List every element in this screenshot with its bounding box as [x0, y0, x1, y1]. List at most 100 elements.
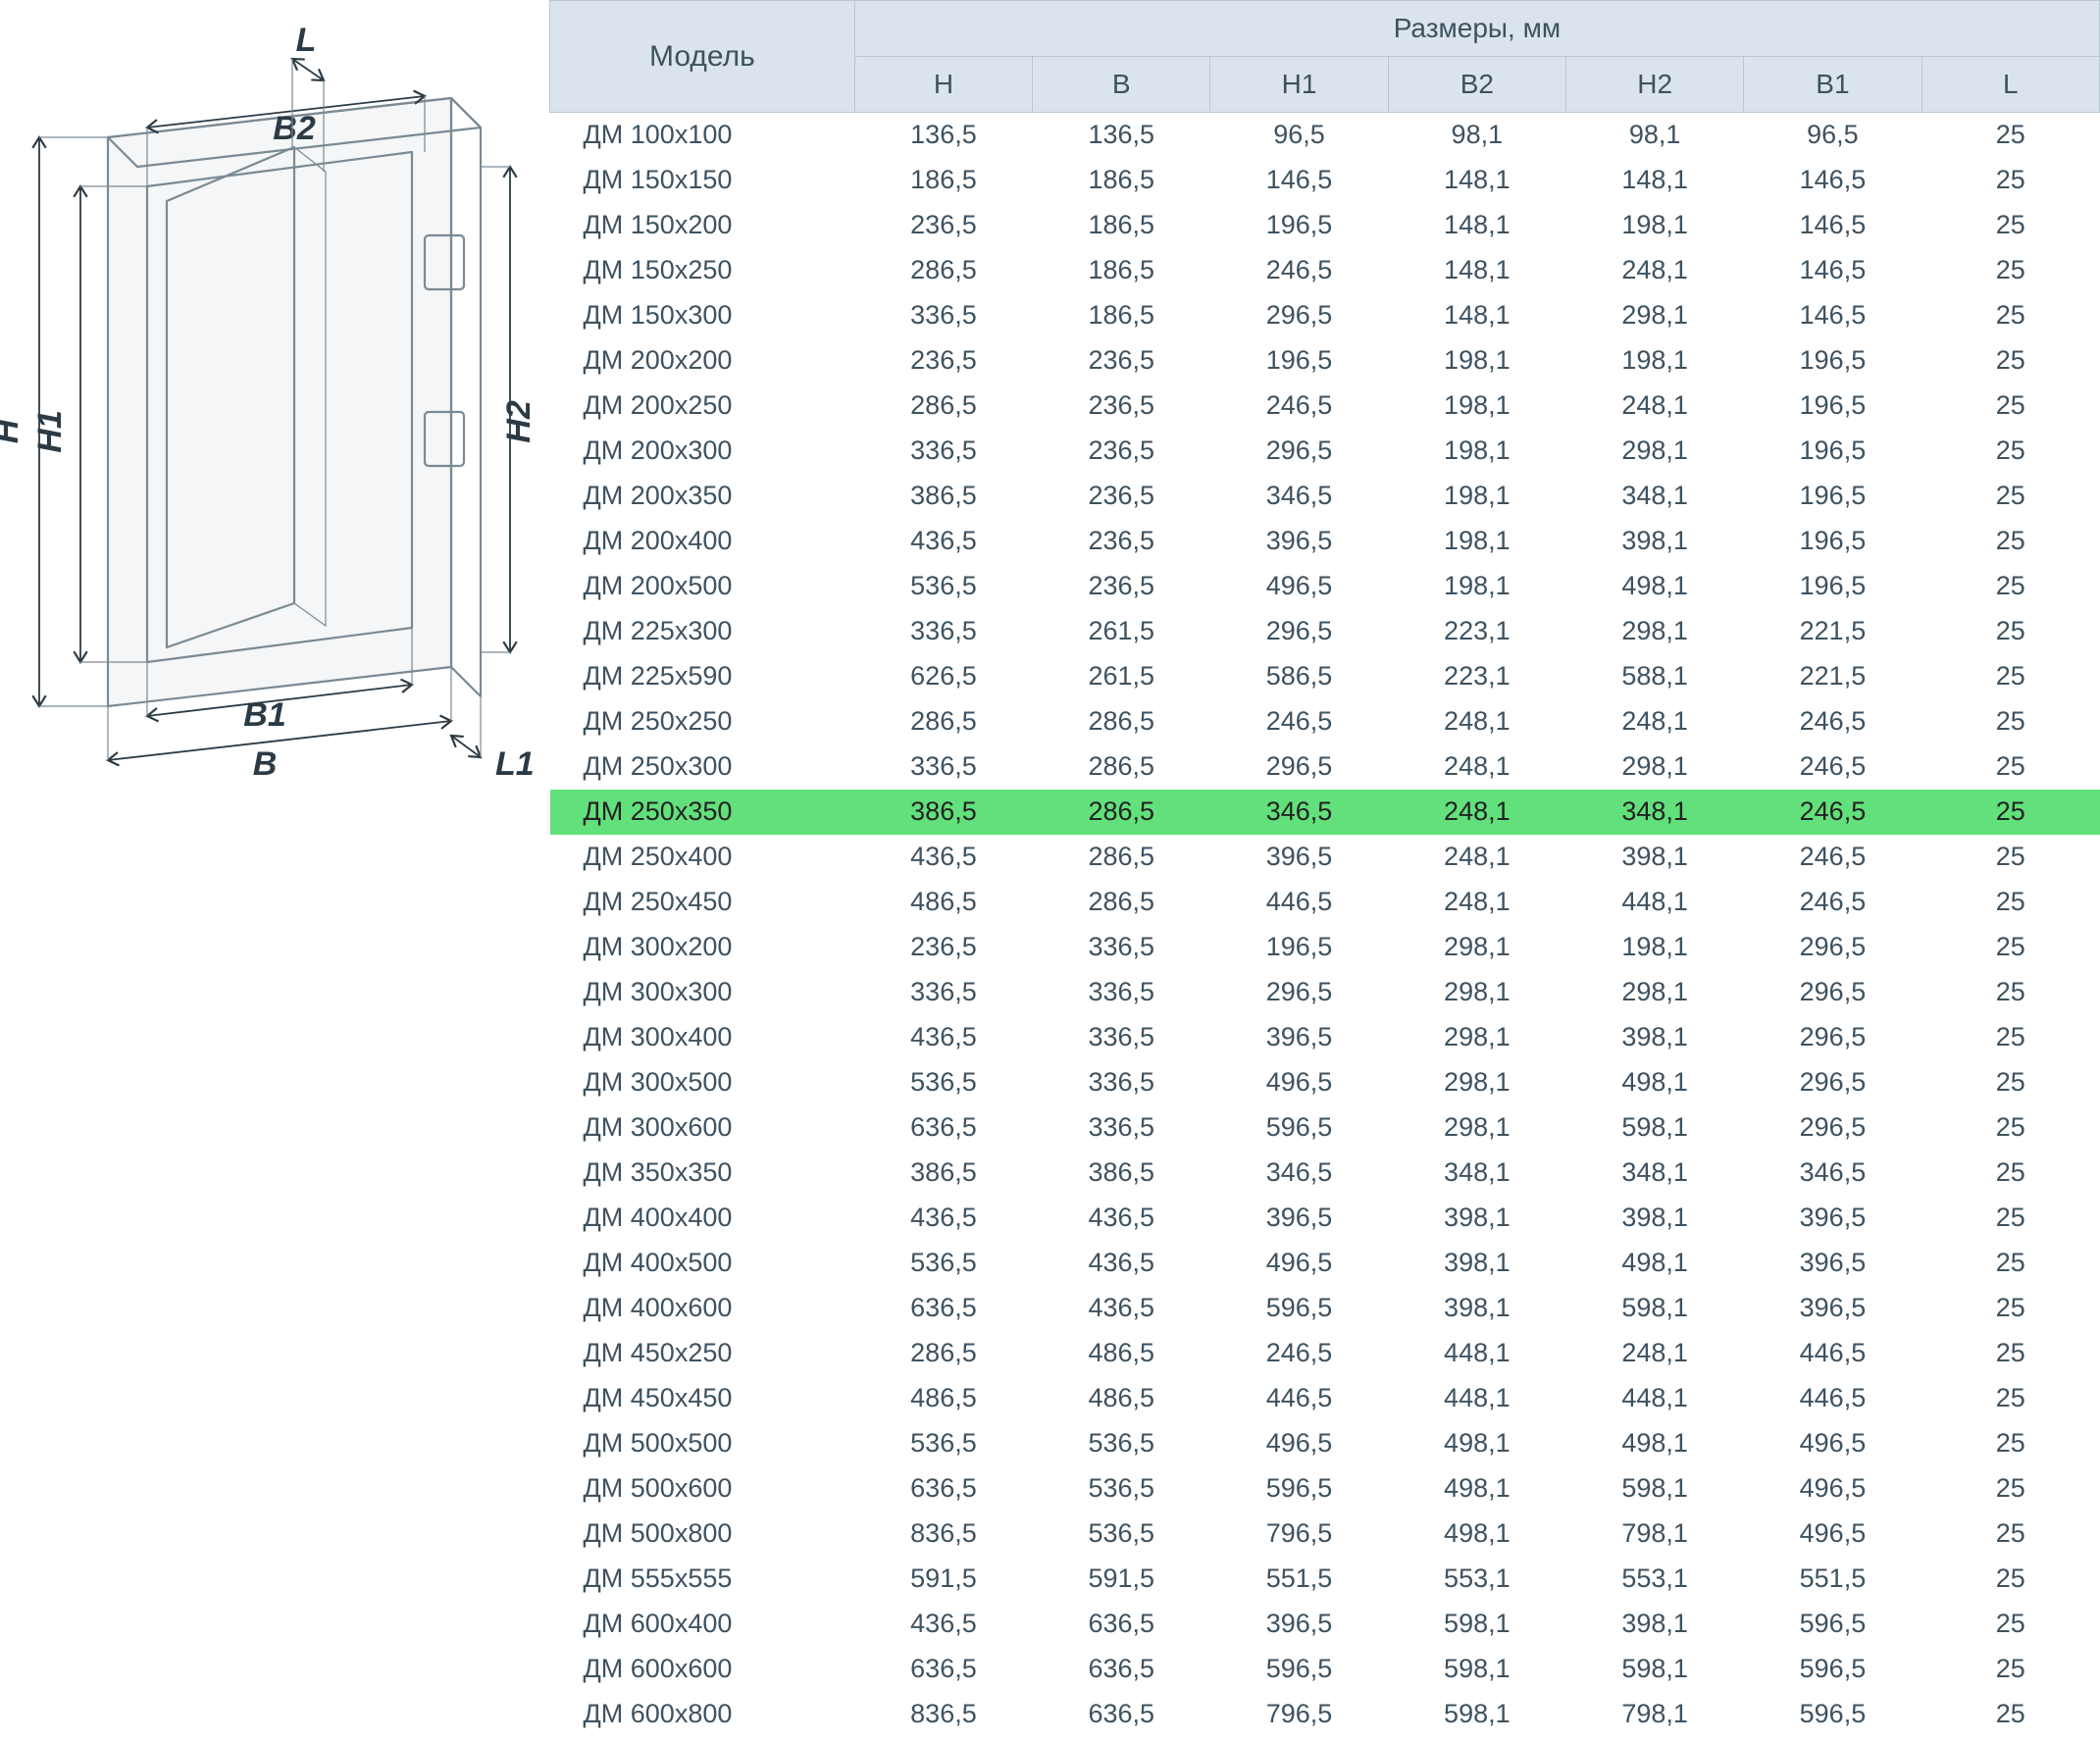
cell-H: 386,5: [854, 474, 1032, 519]
cell-H1: 596,5: [1210, 1466, 1388, 1511]
cell-H: 636,5: [854, 1286, 1032, 1331]
cell-H: 286,5: [854, 699, 1032, 744]
cell-B2: 398,1: [1388, 1241, 1565, 1286]
cell-L: 25: [1921, 519, 2099, 564]
cell-H: 486,5: [854, 880, 1032, 925]
cell-B2: 223,1: [1388, 654, 1565, 699]
cell-B: 536,5: [1033, 1511, 1210, 1557]
cell-B1: 246,5: [1744, 835, 1921, 880]
cell-H2: 448,1: [1565, 880, 1743, 925]
cell-B1: 396,5: [1744, 1196, 1921, 1241]
cell-H1: 551,5: [1210, 1557, 1388, 1602]
cell-B: 286,5: [1033, 699, 1210, 744]
cell-B1: 196,5: [1744, 429, 1921, 474]
cell-H: 236,5: [854, 203, 1032, 248]
cell-B2: 198,1: [1388, 338, 1565, 384]
cell-B1: 196,5: [1744, 519, 1921, 564]
table-row: ДМ 555х555591,5591,5551,5553,1553,1551,5…: [550, 1557, 2100, 1602]
cell-H: 386,5: [854, 790, 1032, 835]
table-row: ДМ 200х250286,5236,5246,5198,1248,1196,5…: [550, 384, 2100, 429]
cell-model: ДМ 250х350: [550, 790, 855, 835]
cell-model: ДМ 200х250: [550, 384, 855, 429]
cell-B2: 148,1: [1388, 248, 1565, 293]
cell-B2: 198,1: [1388, 429, 1565, 474]
cell-H1: 446,5: [1210, 880, 1388, 925]
cell-model: ДМ 500х500: [550, 1421, 855, 1466]
cell-H1: 196,5: [1210, 925, 1388, 970]
cell-H1: 496,5: [1210, 1421, 1388, 1466]
cell-B1: 296,5: [1744, 1015, 1921, 1060]
th-col-H: H: [854, 57, 1032, 113]
cell-H: 236,5: [854, 925, 1032, 970]
dimension-diagram: H H1 H2 B: [0, 20, 549, 785]
cell-B1: 296,5: [1744, 970, 1921, 1015]
cell-B: 236,5: [1033, 519, 1210, 564]
page-root: H H1 H2 B: [0, 0, 2100, 1737]
table-row: ДМ 500х500536,5536,5496,5498,1498,1496,5…: [550, 1421, 2100, 1466]
cell-H: 626,5: [854, 654, 1032, 699]
cell-H1: 196,5: [1210, 203, 1388, 248]
cell-H1: 346,5: [1210, 474, 1388, 519]
cell-B: 286,5: [1033, 835, 1210, 880]
cell-B2: 248,1: [1388, 744, 1565, 790]
th-col-B2: B2: [1388, 57, 1565, 113]
cell-B: 286,5: [1033, 744, 1210, 790]
cell-L: 25: [1921, 835, 2099, 880]
cell-B2: 198,1: [1388, 519, 1565, 564]
cell-B: 536,5: [1033, 1421, 1210, 1466]
cell-H2: 348,1: [1565, 790, 1743, 835]
cell-H: 836,5: [854, 1692, 1032, 1737]
cell-B2: 298,1: [1388, 970, 1565, 1015]
cell-B: 236,5: [1033, 384, 1210, 429]
cell-model: ДМ 450х250: [550, 1331, 855, 1376]
cell-H2: 148,1: [1565, 158, 1743, 203]
table-row: ДМ 200х200236,5236,5196,5198,1198,1196,5…: [550, 338, 2100, 384]
cell-B2: 398,1: [1388, 1286, 1565, 1331]
table-row: ДМ 350х350386,5386,5346,5348,1348,1346,5…: [550, 1151, 2100, 1196]
table-column: Модель Размеры, мм HBH1B2H2B1L ДМ 100х10…: [549, 0, 2100, 1737]
dim-label-B2: B2: [273, 110, 316, 147]
cell-B1: 246,5: [1744, 790, 1921, 835]
cell-B2: 298,1: [1388, 1105, 1565, 1151]
table-row: ДМ 150х300336,5186,5296,5148,1298,1146,5…: [550, 293, 2100, 338]
cell-model: ДМ 100х100: [550, 113, 855, 159]
cell-L: 25: [1921, 158, 2099, 203]
cell-B1: 146,5: [1744, 158, 1921, 203]
cell-B2: 248,1: [1388, 835, 1565, 880]
table-row: ДМ 600х800836,5636,5796,5598,1798,1596,5…: [550, 1692, 2100, 1737]
cell-B1: 551,5: [1744, 1557, 1921, 1602]
cell-model: ДМ 400х400: [550, 1196, 855, 1241]
cell-B: 236,5: [1033, 474, 1210, 519]
cell-H2: 398,1: [1565, 1015, 1743, 1060]
table-row: ДМ 500х600636,5536,5596,5498,1598,1496,5…: [550, 1466, 2100, 1511]
cell-H: 486,5: [854, 1376, 1032, 1421]
cell-L: 25: [1921, 1602, 2099, 1647]
cell-B2: 598,1: [1388, 1647, 1565, 1692]
table-row: ДМ 200х500536,5236,5496,5198,1498,1196,5…: [550, 564, 2100, 609]
cell-model: ДМ 300х300: [550, 970, 855, 1015]
dim-L1: L1: [451, 696, 535, 783]
cell-H2: 248,1: [1565, 1331, 1743, 1376]
cell-H: 336,5: [854, 429, 1032, 474]
cell-L: 25: [1921, 970, 2099, 1015]
cell-H2: 588,1: [1565, 654, 1743, 699]
cell-model: ДМ 150х300: [550, 293, 855, 338]
table-row: ДМ 100х100136,5136,596,598,198,196,525: [550, 113, 2100, 159]
cell-H2: 298,1: [1565, 429, 1743, 474]
table-row: ДМ 300х400436,5336,5396,5298,1398,1296,5…: [550, 1015, 2100, 1060]
th-model: Модель: [550, 1, 855, 113]
cell-H1: 346,5: [1210, 1151, 1388, 1196]
cell-B: 636,5: [1033, 1602, 1210, 1647]
cell-B: 536,5: [1033, 1466, 1210, 1511]
cell-L: 25: [1921, 1511, 2099, 1557]
cell-model: ДМ 300х600: [550, 1105, 855, 1151]
cell-H: 136,5: [854, 113, 1032, 159]
cell-H1: 296,5: [1210, 970, 1388, 1015]
cell-H1: 296,5: [1210, 744, 1388, 790]
cell-L: 25: [1921, 1060, 2099, 1105]
cell-B: 236,5: [1033, 429, 1210, 474]
cell-H: 186,5: [854, 158, 1032, 203]
cell-H: 591,5: [854, 1557, 1032, 1602]
cell-H1: 446,5: [1210, 1376, 1388, 1421]
table-row: ДМ 150х150186,5186,5146,5148,1148,1146,5…: [550, 158, 2100, 203]
